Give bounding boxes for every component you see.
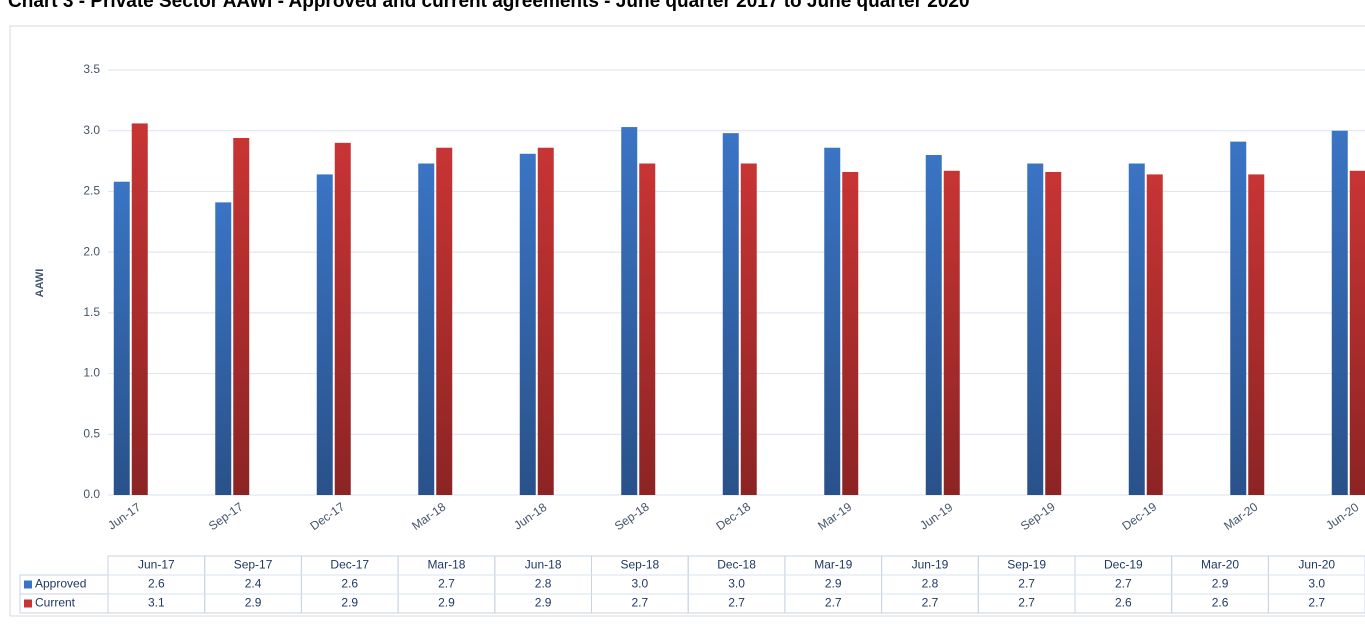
bar <box>1349 170 1365 496</box>
bar <box>925 155 942 495</box>
table-header: Mar-19 <box>814 558 852 572</box>
table-header: Jun-17 <box>138 558 175 572</box>
chart-frame <box>9 25 1365 617</box>
table-value: 3.0 <box>1308 577 1325 591</box>
table-header: Jun-19 <box>912 558 949 572</box>
legend-label: Approved <box>35 577 86 591</box>
bar <box>113 181 130 495</box>
x-tick-label: Jun-17 <box>105 500 143 533</box>
bar <box>334 142 351 495</box>
y-tick-label: 3.5 <box>83 62 100 76</box>
y-tick-label: 3.0 <box>83 123 100 137</box>
bar <box>842 172 859 495</box>
table-header: Sep-19 <box>1007 558 1046 572</box>
table-header: Mar-18 <box>427 558 465 572</box>
bar <box>1248 174 1265 495</box>
bar <box>418 163 435 495</box>
legend-swatch <box>24 599 32 608</box>
bar <box>519 153 536 496</box>
table-value: 2.7 <box>632 596 649 610</box>
x-tick-label: Dec-19 <box>1119 499 1159 533</box>
table-header: Sep-18 <box>620 558 659 572</box>
table-header: Sep-17 <box>234 558 273 572</box>
x-tick-label: Mar-19 <box>815 500 854 533</box>
y-tick-label: 0.0 <box>83 487 100 501</box>
table-value: 3.0 <box>728 577 745 591</box>
bar <box>316 174 333 495</box>
x-tick-label: Jun-20 <box>1323 500 1361 533</box>
table-value: 2.7 <box>1018 596 1035 610</box>
y-tick-label: 1.0 <box>83 366 100 380</box>
bar <box>1128 163 1145 495</box>
table-value: 2.9 <box>341 596 358 610</box>
x-tick-label: Sep-17 <box>206 499 246 533</box>
x-tick-label: Dec-17 <box>307 499 347 533</box>
x-tick-label: Mar-18 <box>409 500 448 533</box>
table-value: 2.8 <box>922 577 939 591</box>
bar <box>1146 174 1163 495</box>
table-value: 2.7 <box>1115 577 1132 591</box>
table-value: 2.4 <box>245 577 262 591</box>
bar <box>1045 172 1062 495</box>
x-tick-label: Jun-19 <box>917 500 955 533</box>
table-value: 2.9 <box>825 577 842 591</box>
table-value: 3.0 <box>632 577 649 591</box>
bar <box>1027 163 1044 495</box>
table-value: 2.9 <box>1212 577 1229 591</box>
table-header: Dec-17 <box>330 558 369 572</box>
table-value: 2.6 <box>148 577 165 591</box>
table-value: 2.9 <box>535 596 552 610</box>
legend-swatch <box>24 580 32 589</box>
table-header: Jun-18 <box>525 558 562 572</box>
table-value: 2.6 <box>1115 596 1132 610</box>
bar <box>824 147 841 495</box>
table-value: 2.7 <box>438 577 455 591</box>
bar <box>943 170 960 496</box>
table-value: 2.7 <box>728 596 745 610</box>
bar <box>722 133 739 495</box>
y-tick-label: 2.0 <box>83 244 100 258</box>
bar <box>537 147 554 495</box>
table-value: 2.6 <box>341 577 358 591</box>
bar <box>215 202 232 495</box>
table-value: 2.7 <box>1308 596 1325 610</box>
y-tick-label: 1.5 <box>83 305 100 319</box>
table-value: 2.7 <box>1018 577 1035 591</box>
y-tick-label: 0.5 <box>83 426 100 440</box>
x-tick-label: Mar-20 <box>1221 500 1260 533</box>
x-tick-label: Dec-18 <box>713 499 753 533</box>
x-tick-label: Sep-18 <box>612 499 652 533</box>
table-header: Dec-19 <box>1104 558 1143 572</box>
bar <box>436 147 453 495</box>
x-tick-label: Jun-18 <box>511 500 549 533</box>
table-value: 2.9 <box>245 596 262 610</box>
table-value: 2.9 <box>438 596 455 610</box>
bar <box>131 123 148 495</box>
x-tick-label: Sep-19 <box>1018 499 1058 533</box>
legend-label: Current <box>35 596 76 610</box>
table-value: 2.7 <box>922 596 939 610</box>
bar <box>1331 130 1348 495</box>
table-header: Jun-20 <box>1298 558 1335 572</box>
table-value: 2.6 <box>1212 596 1229 610</box>
table-cell <box>1267 555 1365 614</box>
table-value: 2.8 <box>535 577 552 591</box>
bar <box>639 163 656 495</box>
bar <box>1230 141 1247 495</box>
bar <box>233 138 250 495</box>
table-header: Dec-18 <box>717 558 756 572</box>
table-value: 3.1 <box>148 596 165 610</box>
table-row-border <box>19 593 109 614</box>
bar <box>621 127 638 496</box>
y-tick-label: 2.5 <box>83 184 100 198</box>
bar <box>740 163 757 495</box>
y-axis-label: AAWI <box>34 269 46 298</box>
table-value: 2.7 <box>825 596 842 610</box>
table-header: Mar-20 <box>1201 558 1239 572</box>
chart-title: Chart 3 - Private Sector AAWI - Approved… <box>8 0 970 12</box>
